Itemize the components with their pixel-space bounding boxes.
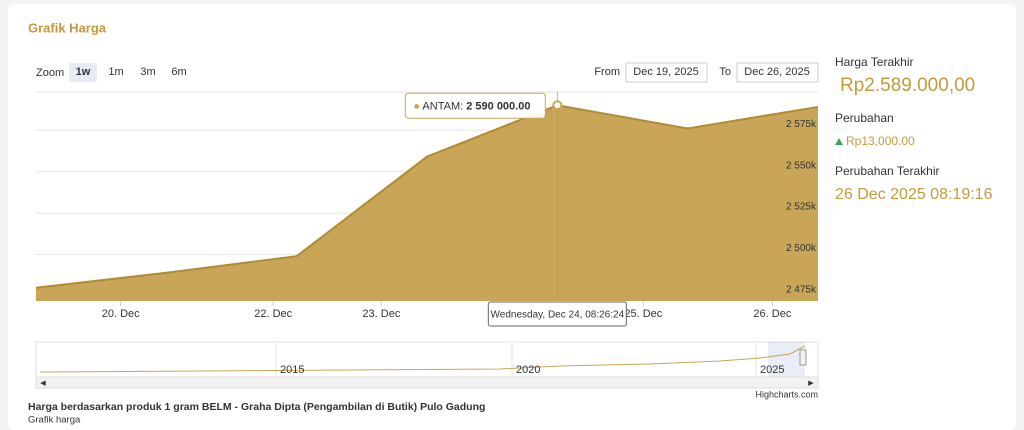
tooltip-text: ● ANTAM: 2 590 000.00 xyxy=(413,100,530,112)
tooltip-series: ANTAM xyxy=(422,100,460,112)
y-tick-label: 2 500k xyxy=(786,243,817,254)
zoom-label: Zoom xyxy=(36,67,64,79)
y-tick-label: 2 550k xyxy=(786,160,817,171)
caption-sub: Grafik harga xyxy=(28,415,81,426)
x-tick-label: 23. Dec xyxy=(362,308,400,320)
to-input[interactable] xyxy=(736,62,819,83)
x-tick-label: 22. Dec xyxy=(254,308,292,320)
last-change: 26 Dec 2025 08:19:16 xyxy=(835,186,993,203)
area xyxy=(36,105,818,302)
hover-marker xyxy=(552,100,563,111)
to-value: Dec 26, 2025 xyxy=(744,66,809,78)
title: Grafik Harga xyxy=(28,20,107,35)
to-label: To xyxy=(719,66,731,78)
from-label: From xyxy=(594,66,620,78)
navigator-handle[interactable] xyxy=(799,349,807,366)
zoom-button[interactable]: 3m xyxy=(140,66,155,78)
navigator-label: 2020 xyxy=(516,364,540,376)
x-tooltip-text: Wednesday, Dec 24, 08:26:24 xyxy=(491,310,625,321)
navigator-selection xyxy=(768,342,805,377)
y-tick-label: 2 575k xyxy=(786,119,817,130)
y-tick-label: 2 475k xyxy=(786,285,817,296)
from-value: Dec 19, 2025 xyxy=(633,66,698,78)
scroll-arrow[interactable]: ◀ xyxy=(40,380,46,387)
navigator-label: 2025 xyxy=(760,364,784,376)
y-tick-label: 2 525k xyxy=(786,202,817,213)
scroll-arrow[interactable]: ▶ xyxy=(808,380,814,387)
x-tick-label: 26. Dec xyxy=(753,308,791,320)
zoom-button[interactable]: 1m xyxy=(108,66,123,78)
credits[interactable]: Highcharts.com xyxy=(755,389,818,399)
line xyxy=(35,104,819,289)
from-input[interactable] xyxy=(625,62,708,83)
x-tick-label: 25. Dec xyxy=(624,308,662,320)
up-arrow xyxy=(835,138,843,145)
plot: 20. Dec 22. Dec 23. Dec 25. Dec 26. Dec ● ANT… xyxy=(35,91,819,327)
summary-label: Perubahan Terakhir xyxy=(835,164,940,178)
x-tooltip xyxy=(487,301,627,327)
summary-label: Harga Terakhir xyxy=(835,55,913,69)
caption: Harga berdasarkan produk 1 gram BELM - G… xyxy=(28,401,485,413)
tooltip-sep: : xyxy=(460,100,466,112)
change: Rp13,000.00 xyxy=(846,134,915,148)
tooltip-dot: ● xyxy=(413,100,422,112)
zoom-selected xyxy=(69,63,97,82)
summary-label: Perubahan xyxy=(835,111,894,125)
last-price: Rp2.589.000,00 xyxy=(840,75,975,96)
zoom-button[interactable]: 1w xyxy=(76,66,91,78)
zoom-button[interactable]: 6m xyxy=(171,66,186,78)
x-tick-label: 20. Dec xyxy=(102,308,140,320)
navigator-line xyxy=(39,345,806,373)
tooltip xyxy=(404,92,546,119)
tooltip-value: 2 590 000.00 xyxy=(466,100,530,112)
scrollbar[interactable] xyxy=(35,376,819,389)
navigator-label: 2015 xyxy=(280,364,304,376)
